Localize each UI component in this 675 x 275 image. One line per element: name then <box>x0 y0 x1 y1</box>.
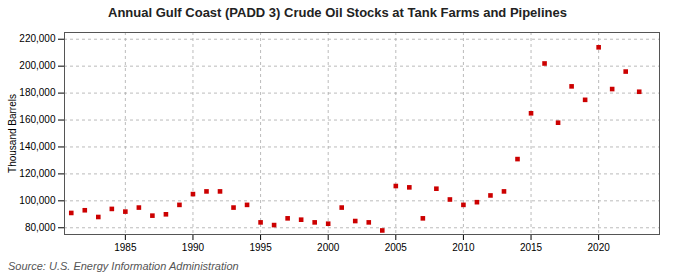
svg-text:1990: 1990 <box>182 242 205 253</box>
svg-text:100,000: 100,000 <box>19 195 56 206</box>
svg-text:220,000: 220,000 <box>19 33 56 44</box>
svg-text:2000: 2000 <box>317 242 340 253</box>
svg-text:80,000: 80,000 <box>25 222 56 233</box>
svg-text:200,000: 200,000 <box>19 60 56 71</box>
svg-text:160,000: 160,000 <box>19 114 56 125</box>
svg-text:1985: 1985 <box>114 242 137 253</box>
svg-text:2010: 2010 <box>452 242 475 253</box>
html-text:Annual Gulf Coast (PADD 3) Cru: Annual Gulf Coast (PADD 3) Crude Oil Sto… <box>108 5 567 20</box>
svg-text:2015: 2015 <box>520 242 543 253</box>
svg-text:1995: 1995 <box>249 242 272 253</box>
svg-text:140,000: 140,000 <box>19 141 56 152</box>
svg-text:180,000: 180,000 <box>19 87 56 98</box>
svg-text:2020: 2020 <box>588 242 611 253</box>
html-text:Source: U.S. Energy Informatio: Source: U.S. Energy Information Administ… <box>8 260 239 272</box>
svg-text:2005: 2005 <box>385 242 408 253</box>
svg-text:Thousand Barrels: Thousand Barrels <box>7 94 18 173</box>
svg-text:120,000: 120,000 <box>19 168 56 179</box>
